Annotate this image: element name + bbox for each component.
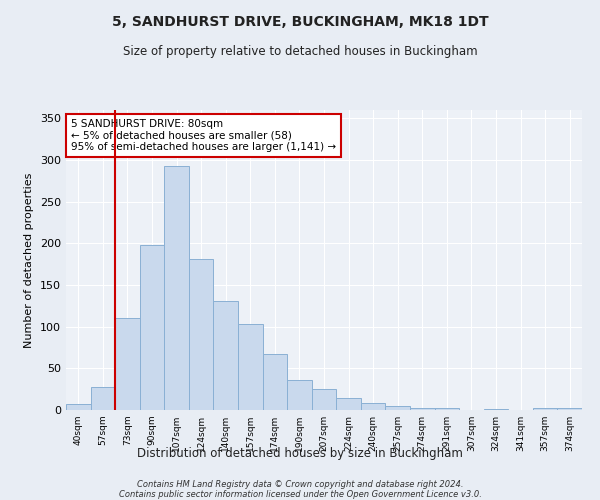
Bar: [385, 406, 410, 410]
Text: Contains public sector information licensed under the Open Government Licence v3: Contains public sector information licen…: [119, 490, 481, 499]
Bar: [66, 404, 91, 410]
Bar: [312, 389, 336, 410]
Bar: [91, 386, 115, 410]
Bar: [189, 259, 214, 410]
Text: Distribution of detached houses by size in Buckingham: Distribution of detached houses by size …: [137, 448, 463, 460]
Bar: [115, 318, 140, 410]
Bar: [140, 245, 164, 410]
Bar: [557, 408, 582, 410]
Bar: [410, 408, 434, 410]
Text: 5 SANDHURST DRIVE: 80sqm
← 5% of detached houses are smaller (58)
95% of semi-de: 5 SANDHURST DRIVE: 80sqm ← 5% of detache…: [71, 119, 336, 152]
Bar: [263, 354, 287, 410]
Text: 5, SANDHURST DRIVE, BUCKINGHAM, MK18 1DT: 5, SANDHURST DRIVE, BUCKINGHAM, MK18 1DT: [112, 15, 488, 29]
Bar: [214, 301, 238, 410]
Text: Size of property relative to detached houses in Buckingham: Size of property relative to detached ho…: [122, 45, 478, 58]
Bar: [336, 398, 361, 410]
Bar: [361, 402, 385, 410]
Bar: [484, 409, 508, 410]
Bar: [533, 408, 557, 410]
Bar: [164, 166, 189, 410]
Bar: [434, 408, 459, 410]
Y-axis label: Number of detached properties: Number of detached properties: [25, 172, 34, 348]
Bar: [287, 380, 312, 410]
Text: Contains HM Land Registry data © Crown copyright and database right 2024.: Contains HM Land Registry data © Crown c…: [137, 480, 463, 489]
Bar: [238, 324, 263, 410]
